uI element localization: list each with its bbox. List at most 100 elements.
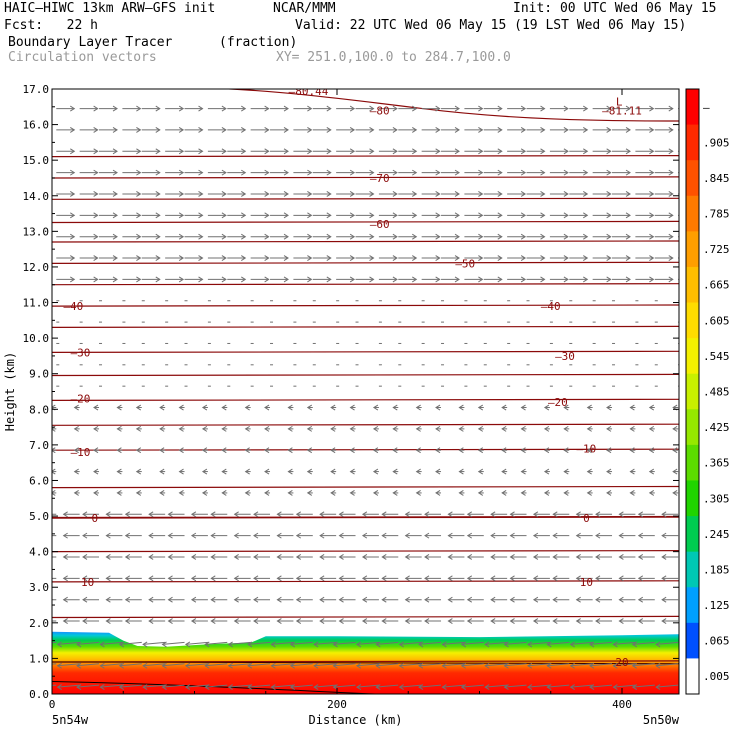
vector-arrowhead bbox=[307, 191, 313, 197]
circulation-vector bbox=[314, 684, 337, 688]
circulation-vector bbox=[589, 641, 613, 645]
vector-arrowhead bbox=[637, 511, 644, 518]
vector-arrowhead bbox=[241, 212, 247, 219]
vector-arrowhead bbox=[583, 191, 589, 197]
vector-arrowhead bbox=[661, 511, 667, 518]
vector-arrowhead bbox=[532, 596, 539, 603]
circulation-vector bbox=[589, 684, 613, 688]
circulation-vector bbox=[418, 641, 442, 645]
vector-arrowhead bbox=[606, 191, 612, 197]
vector-arrowhead bbox=[668, 191, 674, 197]
circulation-vector bbox=[247, 641, 271, 645]
vector-arrowhead bbox=[478, 191, 484, 197]
vector-arrowhead bbox=[135, 490, 142, 496]
vector-arrowhead bbox=[447, 575, 453, 582]
vector-arrowhead bbox=[221, 276, 227, 283]
vector-arrowhead bbox=[155, 255, 161, 261]
vector-arrowhead bbox=[484, 641, 490, 648]
circulation-vector bbox=[57, 663, 80, 667]
vector-arrowhead bbox=[93, 233, 99, 240]
vector-arrowhead bbox=[435, 404, 441, 411]
vector-arrowhead bbox=[295, 575, 302, 582]
vector-arrowhead bbox=[392, 490, 398, 496]
colorbar-swatch bbox=[686, 551, 699, 588]
vector-arrowhead bbox=[319, 554, 325, 560]
cross-section-endpoints: XY= 251.0,100.0 to 284.7,100.0 bbox=[276, 50, 511, 65]
vector-arrowhead bbox=[392, 255, 398, 261]
vector-arrowhead bbox=[552, 554, 558, 560]
vector-arrowhead bbox=[124, 596, 131, 603]
vector-arrowhead bbox=[167, 532, 173, 539]
vector-arrowhead bbox=[392, 148, 398, 155]
circulation-vector bbox=[205, 663, 228, 667]
vector-arrowhead bbox=[490, 596, 496, 603]
vector-arrowhead bbox=[618, 532, 624, 539]
vector-arrowhead bbox=[478, 212, 484, 219]
vector-arrowhead bbox=[221, 404, 227, 411]
vector-arrowhead bbox=[552, 575, 558, 582]
circulation-vector bbox=[143, 684, 166, 688]
vector-arrowhead bbox=[178, 212, 185, 219]
vector-arrowhead bbox=[319, 618, 325, 624]
vector-arrowhead bbox=[369, 233, 375, 240]
vector-arrowhead bbox=[458, 490, 464, 496]
vector-arrowhead bbox=[466, 618, 473, 624]
vector-arrowhead bbox=[606, 404, 612, 411]
vector-arrowhead bbox=[563, 148, 569, 155]
vector-arrowhead bbox=[221, 148, 227, 155]
colorbar-label: .065 bbox=[703, 635, 730, 648]
forecast-hour: Fcst: 22 h bbox=[4, 18, 98, 33]
vector-arrowhead bbox=[159, 404, 165, 411]
vector-arrowhead bbox=[233, 532, 239, 539]
vector-arrowhead bbox=[372, 404, 379, 411]
circulation-vector bbox=[205, 641, 228, 645]
vector-arrowhead bbox=[372, 425, 379, 432]
colorbar-label: .725 bbox=[703, 243, 730, 256]
vector-arrowhead bbox=[93, 105, 99, 112]
vector-arrowhead bbox=[497, 191, 503, 197]
vector-arrowhead bbox=[552, 532, 558, 539]
vector-arrowhead bbox=[460, 662, 467, 669]
vector-arrowhead bbox=[369, 212, 375, 219]
x-tick-label: 0 bbox=[49, 698, 56, 711]
vector-arrowhead bbox=[210, 532, 216, 539]
vector-arrowhead bbox=[221, 127, 227, 133]
vector-arrowhead bbox=[672, 468, 678, 475]
vector-arrowhead bbox=[497, 127, 503, 133]
circulation-vector bbox=[376, 684, 399, 688]
vector-arrowhead bbox=[569, 662, 575, 669]
vector-arrowhead bbox=[82, 511, 88, 518]
vector-arrowhead bbox=[441, 641, 447, 648]
vector-arrowhead bbox=[201, 404, 208, 411]
vector-arrowhead bbox=[618, 596, 624, 603]
vector-arrowhead bbox=[583, 105, 589, 112]
temperature-contour bbox=[52, 325, 679, 328]
vector-arrowhead bbox=[276, 575, 282, 582]
vector-arrowhead bbox=[392, 233, 398, 240]
colorbar-label: – bbox=[703, 101, 710, 114]
vector-arrowhead bbox=[93, 468, 99, 475]
temperature-contour bbox=[52, 373, 679, 377]
vector-arrowhead bbox=[70, 233, 76, 240]
vector-arrowhead bbox=[546, 684, 552, 691]
vector-arrowhead bbox=[330, 404, 336, 411]
temperature-contour bbox=[52, 448, 679, 451]
y-tick-label: 9.0 bbox=[29, 368, 49, 381]
vector-arrowhead bbox=[93, 191, 99, 197]
vector-arrowhead bbox=[563, 425, 569, 432]
vector-arrowhead bbox=[424, 532, 430, 539]
vector-arrowhead bbox=[241, 191, 247, 197]
vector-arrowhead bbox=[283, 169, 289, 176]
circulation-vector bbox=[570, 663, 593, 667]
colorbar-label: .185 bbox=[703, 563, 730, 576]
vector-arrowhead bbox=[477, 490, 484, 496]
vector-arrowhead bbox=[244, 425, 250, 432]
circulation-vector bbox=[333, 641, 356, 645]
vector-arrowhead bbox=[454, 233, 460, 240]
vector-arrowhead bbox=[116, 404, 122, 411]
vector-arrowhead bbox=[618, 575, 624, 582]
circulation-vector bbox=[333, 684, 356, 688]
colorbar-swatch bbox=[686, 622, 699, 659]
vector-arrowhead bbox=[287, 425, 293, 432]
